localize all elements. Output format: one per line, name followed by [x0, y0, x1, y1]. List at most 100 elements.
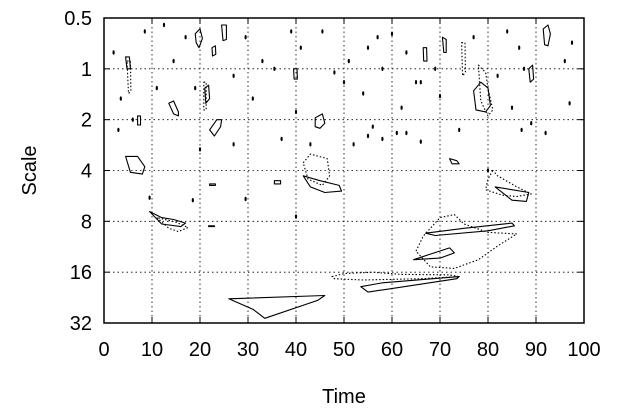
contour-dot — [366, 45, 370, 50]
contour-dot — [570, 40, 574, 45]
contour-dot — [371, 124, 374, 129]
contour-dot — [251, 96, 254, 101]
contour-dots — [112, 22, 574, 219]
contour-dot — [184, 35, 187, 40]
contour-dot — [472, 35, 475, 40]
contour-dot — [294, 214, 298, 219]
contour-dot — [395, 130, 398, 136]
contour-solid — [211, 45, 217, 57]
contour-dashed — [485, 169, 532, 198]
contour-dot — [191, 198, 194, 203]
contour-dot — [273, 66, 276, 72]
contour-dot — [333, 70, 336, 75]
contour-solid — [209, 183, 216, 186]
contour-solid — [422, 47, 428, 62]
contour-dot — [520, 127, 523, 133]
contour-solid — [314, 113, 326, 129]
x-tick-label: 70 — [429, 339, 451, 361]
contour-dot — [261, 58, 264, 64]
x-tick-label: 80 — [477, 339, 499, 361]
contour-dot — [280, 136, 283, 142]
contour-dot — [496, 73, 499, 79]
grid-lines — [104, 18, 584, 323]
contour-dot — [419, 80, 422, 85]
contour-dot — [486, 168, 490, 173]
x-axis-title: Time — [322, 386, 366, 408]
contour-dot — [244, 35, 247, 40]
contour-solid — [413, 247, 455, 261]
contour-solid — [204, 84, 211, 104]
contour-dot — [376, 35, 379, 40]
contour-dashed — [126, 60, 132, 95]
x-tick-label: 90 — [525, 339, 547, 361]
contour-solid — [360, 276, 460, 293]
contour-solid — [273, 180, 282, 185]
contour-dot — [414, 80, 418, 85]
x-tick-label: 10 — [141, 339, 163, 361]
contour-dot — [366, 133, 370, 139]
contour-dot — [143, 29, 146, 34]
contour-dot — [347, 58, 350, 64]
contour-dot — [568, 101, 571, 106]
y-tick-labels: 0.5 1 2 4 8 16 32 — [64, 8, 92, 335]
contour-dot — [438, 93, 442, 99]
contour-solid — [125, 56, 131, 70]
contour-dot — [232, 142, 235, 147]
contour-solid — [125, 155, 146, 175]
contour-dot — [522, 66, 526, 72]
contour-dot — [352, 142, 355, 147]
contour-dot — [419, 139, 422, 144]
contour-dot — [506, 29, 509, 34]
contour-solid — [209, 119, 223, 137]
contour-solid — [137, 115, 142, 126]
y-tick-label: 0.5 — [64, 8, 92, 30]
x-tick-label: 50 — [333, 339, 355, 361]
contour-solid — [441, 36, 447, 54]
contour-lines — [125, 24, 551, 319]
contour-dot — [381, 136, 384, 142]
y-tick-label: 1 — [81, 59, 92, 81]
contour-solid — [293, 68, 298, 80]
contour-dot — [405, 50, 408, 55]
contour-solid — [425, 222, 515, 237]
contour-dot — [117, 127, 120, 133]
contour-solid — [194, 28, 203, 49]
contour-dashed — [302, 153, 331, 186]
contour-dot — [162, 22, 166, 28]
contour-dashed — [477, 64, 494, 117]
contour-dot — [458, 127, 461, 133]
x-tick-label: 0 — [98, 339, 109, 361]
contour-dot — [390, 31, 394, 36]
x-tick-label: 40 — [285, 339, 307, 361]
y-tick-label: 8 — [81, 211, 92, 233]
contour-dot — [194, 85, 197, 91]
contour-solid — [302, 175, 343, 194]
contour-dot — [309, 142, 312, 147]
contour-dot — [148, 195, 151, 200]
contour-dashed — [415, 214, 518, 269]
contour-solid — [228, 294, 326, 319]
contour-solid — [528, 64, 535, 83]
contour-solid — [168, 100, 179, 117]
x-tick-label: 100 — [567, 339, 600, 361]
x-tick-label: 20 — [189, 339, 211, 361]
contour-solid — [542, 24, 551, 47]
x-tick-label: 60 — [381, 339, 403, 361]
contour-dashed — [156, 217, 189, 233]
x-tick-labels: 0 10 20 30 40 50 60 70 80 90 100 — [98, 339, 600, 361]
contour-dashed — [331, 271, 460, 281]
contour-dot — [400, 105, 403, 110]
contour-dashed — [461, 42, 466, 77]
y-axis-title: Scale — [19, 145, 41, 195]
contour-dot — [198, 147, 202, 152]
tick-marks — [103, 17, 585, 324]
contour-dot — [321, 29, 324, 34]
y-tick-label: 16 — [70, 262, 92, 284]
contour-solid — [208, 225, 215, 228]
y-tick-label: 2 — [81, 110, 92, 132]
y-tick-label: 32 — [70, 313, 92, 335]
contour-dot — [112, 50, 115, 55]
contour-dot — [172, 58, 175, 64]
y-tick-label: 4 — [81, 161, 92, 183]
